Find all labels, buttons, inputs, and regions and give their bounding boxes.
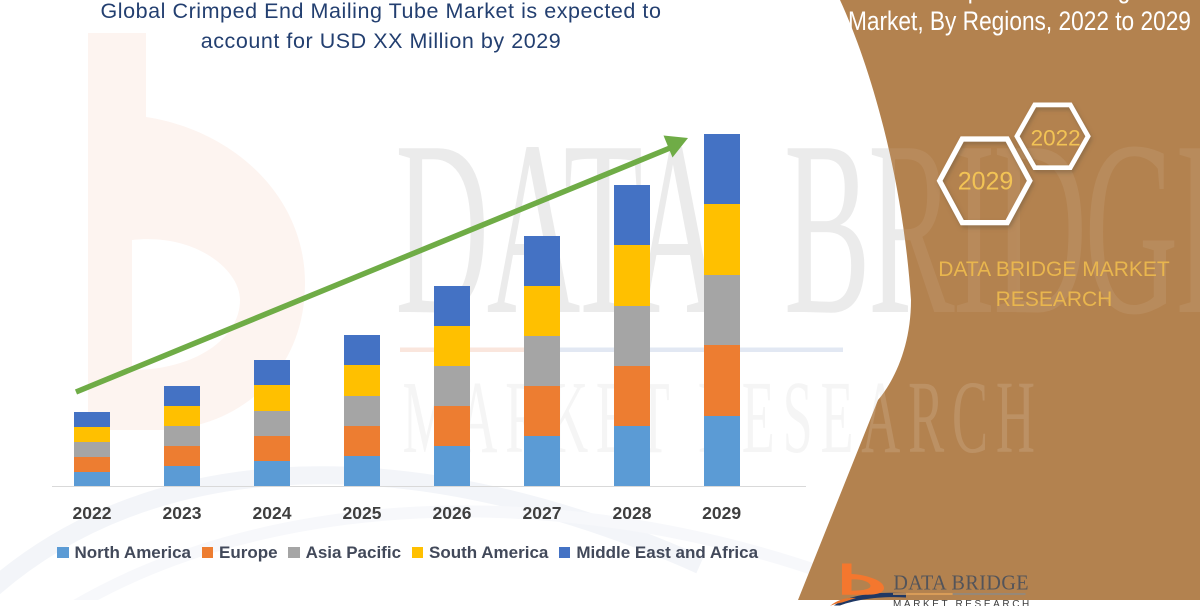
svg-text:MARKET RESEARCH: MARKET RESEARCH [893,599,1032,606]
svg-text:DATA BRIDGE: DATA BRIDGE [893,571,1029,595]
svg-text:2022: 2022 [1031,126,1081,151]
svg-text:2029: 2029 [958,168,1014,196]
